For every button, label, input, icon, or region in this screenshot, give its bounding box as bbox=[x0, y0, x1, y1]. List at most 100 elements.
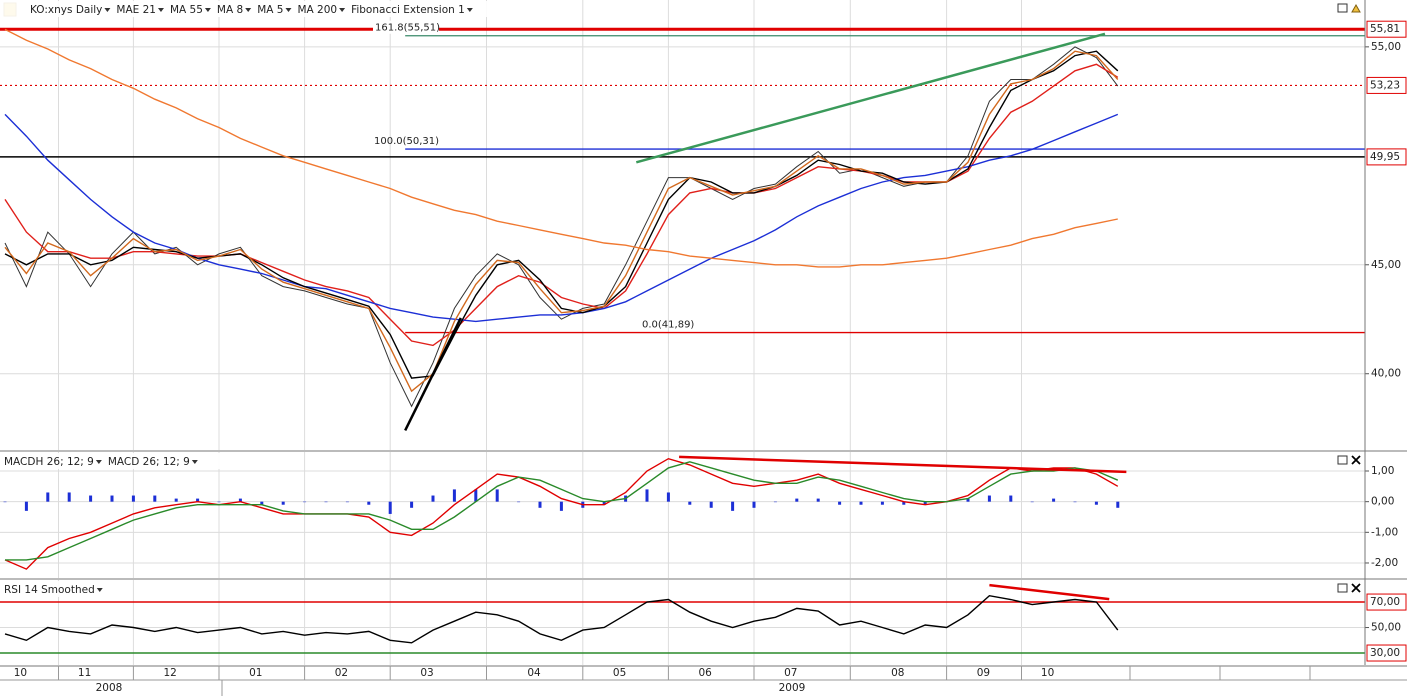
x-tick-label: 06 bbox=[699, 667, 713, 679]
histogram-bar bbox=[367, 501, 371, 505]
x-tick-label: 11 bbox=[78, 667, 91, 679]
dropdown-arrow[interactable] bbox=[96, 588, 103, 592]
price-tag bbox=[1366, 148, 1407, 166]
price-tag-label: 70,00 bbox=[1370, 596, 1400, 608]
series-line bbox=[4, 457, 1119, 570]
series-line bbox=[4, 594, 1119, 644]
fib-label: 0.0(41,89) bbox=[642, 320, 694, 331]
x-tick-label: 05 bbox=[613, 667, 626, 679]
dropdown-arrow[interactable] bbox=[466, 8, 473, 12]
histogram-bar bbox=[410, 501, 414, 508]
histogram-bar bbox=[131, 495, 135, 502]
y-tick-label: 50,00 bbox=[1371, 622, 1401, 634]
x-tick-label: 02 bbox=[335, 667, 348, 679]
price-tag bbox=[1366, 593, 1407, 611]
series-line bbox=[4, 28, 1118, 268]
x-tick-label: 08 bbox=[891, 667, 904, 679]
maximize-button[interactable] bbox=[1337, 3, 1348, 13]
histogram-bar bbox=[666, 492, 670, 502]
histogram-bar bbox=[281, 501, 285, 505]
legend-entry[interactable]: MA 5 bbox=[257, 4, 283, 16]
histogram-bar bbox=[1116, 501, 1120, 508]
histogram-bar bbox=[238, 498, 242, 502]
maximize-button[interactable] bbox=[1337, 455, 1348, 465]
x-tick-label: 09 bbox=[977, 667, 990, 679]
price-tag-label: 49,95 bbox=[1370, 151, 1400, 163]
legend-entry[interactable]: MAE 21 bbox=[116, 4, 156, 16]
histogram-bar bbox=[966, 498, 970, 502]
histogram-bar bbox=[902, 501, 906, 505]
legend-entry[interactable]: MACD 26; 12; 9 bbox=[108, 456, 190, 468]
histogram-bar bbox=[709, 501, 713, 508]
histogram-bar bbox=[3, 501, 7, 503]
histogram-bar bbox=[602, 501, 606, 505]
x-tick-label: 03 bbox=[420, 667, 433, 679]
price-tag bbox=[1366, 20, 1407, 38]
histogram-bar bbox=[474, 489, 478, 502]
histogram-bar bbox=[773, 501, 777, 503]
price-tag bbox=[1366, 76, 1407, 94]
dropdown-arrow[interactable] bbox=[285, 8, 292, 12]
year-label: 2008 bbox=[96, 682, 123, 694]
collapse-button[interactable] bbox=[1351, 3, 1361, 13]
histogram-bar bbox=[795, 498, 799, 502]
histogram-bar bbox=[987, 495, 991, 502]
histogram-bar bbox=[24, 501, 28, 511]
histogram-bar bbox=[538, 501, 542, 508]
maximize-button[interactable] bbox=[1337, 583, 1348, 593]
trendline bbox=[404, 317, 462, 431]
histogram-bar bbox=[324, 501, 328, 503]
dropdown-arrow[interactable] bbox=[104, 8, 111, 12]
price-tag-label: 55,81 bbox=[1370, 23, 1400, 35]
y-tick-label: -1,00 bbox=[1371, 526, 1398, 538]
legend-entry[interactable]: RSI 14 Smoothed bbox=[4, 584, 95, 596]
legend-bg bbox=[0, 1, 508, 17]
histogram-bar bbox=[495, 489, 499, 502]
histogram-bar bbox=[1073, 501, 1077, 503]
year-label: 2009 bbox=[779, 682, 806, 694]
legend-entry[interactable]: MACDH 26; 12; 9 bbox=[4, 456, 94, 468]
fib-label-bg bbox=[373, 20, 439, 34]
y-tick-label: 0,00 bbox=[1371, 496, 1394, 508]
legend-entry[interactable]: KO:xnys Daily bbox=[30, 4, 102, 16]
close-button[interactable] bbox=[1351, 583, 1361, 593]
histogram-bar bbox=[816, 498, 820, 502]
dropdown-arrow[interactable] bbox=[95, 460, 102, 464]
legend-entry[interactable]: MA 200 bbox=[297, 4, 337, 16]
dropdown-arrow[interactable] bbox=[191, 460, 198, 464]
histogram-bar bbox=[731, 501, 735, 511]
histogram-bar bbox=[688, 501, 692, 505]
dropdown-arrow[interactable] bbox=[339, 8, 346, 12]
histogram-bar bbox=[67, 492, 71, 502]
series-line bbox=[4, 50, 1119, 393]
histogram-bar bbox=[388, 501, 392, 514]
legend-entry[interactable]: MA 55 bbox=[170, 4, 203, 16]
close-button[interactable] bbox=[1351, 455, 1361, 465]
histogram-bar bbox=[452, 489, 456, 502]
y-tick-label: 45,00 bbox=[1371, 259, 1401, 271]
histogram-bar bbox=[1030, 501, 1034, 503]
y-tick-label: -2,00 bbox=[1371, 557, 1398, 569]
histogram-bar bbox=[1094, 501, 1098, 505]
trendline bbox=[635, 32, 1106, 164]
dropdown-arrow[interactable] bbox=[157, 8, 164, 12]
dropdown-arrow[interactable] bbox=[204, 8, 211, 12]
histogram-bar bbox=[880, 501, 884, 505]
x-tick-label: 10 bbox=[1041, 667, 1054, 679]
dropdown-arrow[interactable] bbox=[245, 8, 252, 12]
x-tick-label: 01 bbox=[249, 667, 262, 679]
x-tick-label: 07 bbox=[784, 667, 797, 679]
histogram-bar bbox=[110, 495, 114, 502]
price-tag-label: 30,00 bbox=[1370, 647, 1400, 659]
trendline bbox=[989, 583, 1110, 601]
trendline bbox=[679, 455, 1127, 474]
x-tick-label: 04 bbox=[527, 667, 541, 679]
legend-entry[interactable]: Fibonacci Extension 1 bbox=[351, 4, 465, 16]
histogram-bar bbox=[859, 501, 863, 505]
legend-entry[interactable]: MA 8 bbox=[217, 4, 243, 16]
histogram-bar bbox=[260, 501, 264, 505]
histogram-bar bbox=[923, 501, 927, 505]
histogram-bar bbox=[46, 492, 50, 502]
